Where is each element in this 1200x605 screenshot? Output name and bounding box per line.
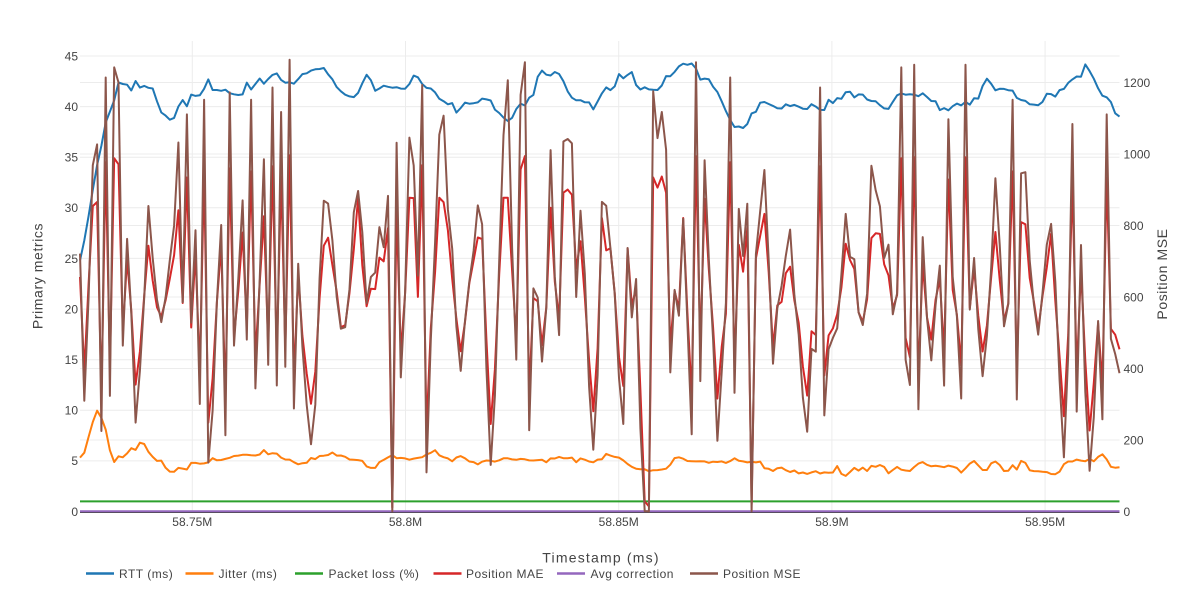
svg-text:30: 30 [65, 201, 79, 215]
svg-text:25: 25 [65, 252, 79, 266]
svg-text:20: 20 [65, 302, 79, 316]
svg-text:1200: 1200 [1124, 76, 1151, 90]
svg-text:15: 15 [65, 353, 79, 367]
svg-text:0: 0 [1124, 505, 1131, 519]
svg-text:Avg correction: Avg correction [591, 567, 674, 581]
svg-text:Timestamp (ms): Timestamp (ms) [542, 549, 659, 565]
svg-text:Position MAE: Position MAE [466, 567, 544, 581]
svg-text:1000: 1000 [1124, 147, 1151, 161]
svg-text:Primary metrics: Primary metrics [29, 223, 45, 329]
svg-text:800: 800 [1124, 219, 1144, 233]
svg-text:10: 10 [65, 404, 79, 418]
svg-text:58.8M: 58.8M [389, 515, 422, 529]
svg-text:Jitter (ms): Jitter (ms) [219, 567, 278, 581]
svg-text:40: 40 [65, 100, 79, 114]
svg-text:58.85M: 58.85M [599, 515, 639, 529]
svg-text:RTT (ms): RTT (ms) [119, 567, 173, 581]
svg-text:45: 45 [65, 49, 79, 63]
svg-text:5: 5 [71, 454, 78, 468]
svg-text:Position MSE: Position MSE [1154, 228, 1170, 319]
svg-text:58.95M: 58.95M [1025, 515, 1065, 529]
svg-text:400: 400 [1124, 362, 1144, 376]
svg-text:35: 35 [65, 151, 79, 165]
svg-text:Position MSE: Position MSE [723, 567, 801, 581]
svg-text:58.75M: 58.75M [172, 515, 212, 529]
svg-text:600: 600 [1124, 290, 1144, 304]
svg-text:0: 0 [71, 505, 78, 519]
svg-text:58.9M: 58.9M [815, 515, 848, 529]
svg-text:Packet loss (%): Packet loss (%) [329, 567, 420, 581]
svg-text:200: 200 [1124, 433, 1144, 447]
